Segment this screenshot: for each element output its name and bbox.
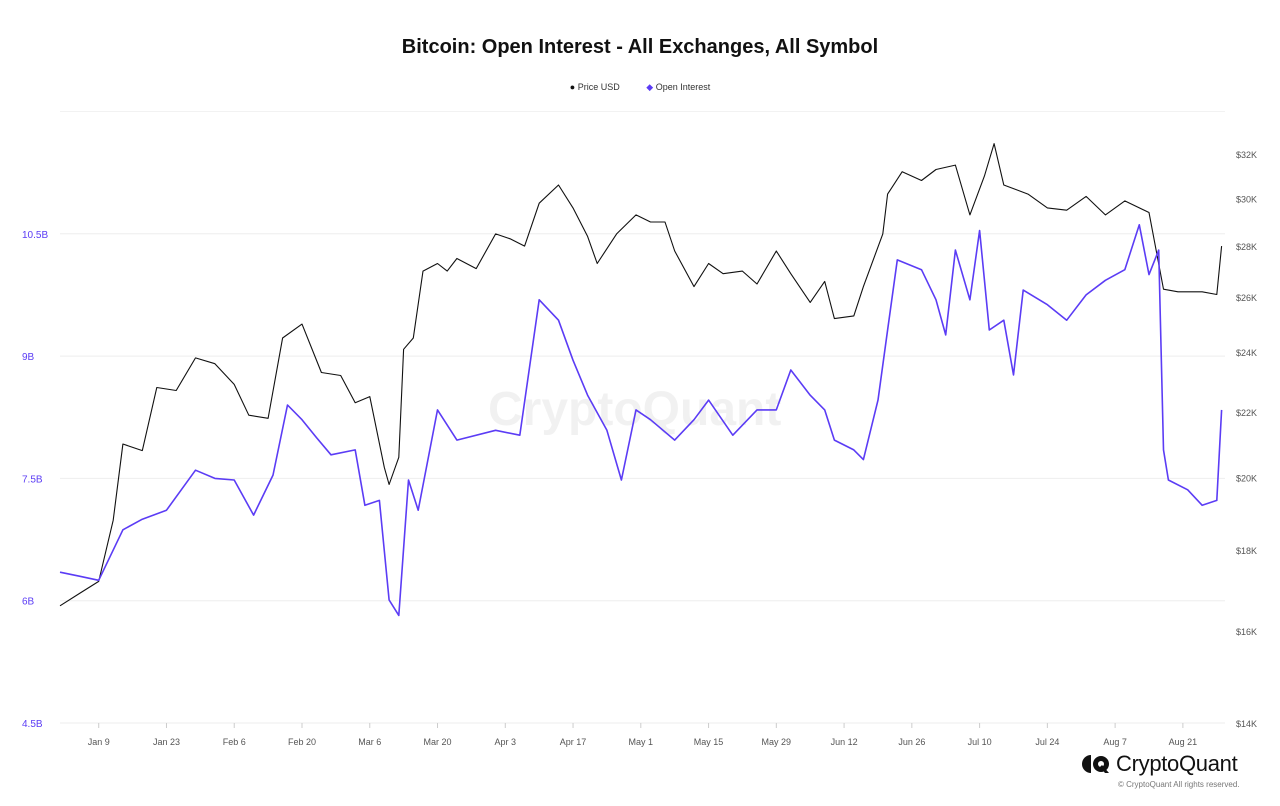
y-right-tick-label: $14K bbox=[1236, 719, 1257, 729]
x-tick-label: Jan 9 bbox=[88, 737, 110, 747]
chart-title: Bitcoin: Open Interest - All Exchanges, … bbox=[401, 36, 879, 58]
x-tick-label: May 29 bbox=[762, 737, 792, 747]
legend-diamond-icon: ◆ bbox=[646, 82, 654, 92]
y-right-tick-label: $20K bbox=[1236, 474, 1257, 484]
y-left-tick-label: 10.5B bbox=[22, 230, 48, 241]
y-right-tick-label: $24K bbox=[1236, 348, 1257, 358]
y-right-tick-label: $26K bbox=[1236, 293, 1257, 303]
x-tick-label: Jul 24 bbox=[1035, 737, 1059, 747]
x-tick-label: Aug 21 bbox=[1169, 737, 1198, 747]
x-tick-label: Mar 6 bbox=[358, 737, 381, 747]
x-tick-label: May 15 bbox=[694, 737, 724, 747]
y-right-tick-label: $28K bbox=[1236, 242, 1257, 252]
y-right-tick-label: $16K bbox=[1236, 627, 1257, 637]
logo: CryptoQuant bbox=[1082, 751, 1238, 777]
y-right-tick-label: $30K bbox=[1236, 195, 1257, 205]
x-tick-label: Mar 20 bbox=[424, 737, 452, 747]
x-tick-label: Aug 7 bbox=[1103, 737, 1127, 747]
y-left-tick-label: 4.5B bbox=[22, 719, 43, 730]
x-tick-label: Apr 3 bbox=[495, 737, 517, 747]
series-line-open-interest bbox=[59, 224, 1223, 617]
x-tick-label: May 1 bbox=[629, 737, 654, 747]
x-tick-label: Feb 6 bbox=[223, 737, 246, 747]
x-tick-label: Jul 10 bbox=[968, 737, 992, 747]
series-line-price-usd bbox=[59, 143, 1223, 607]
legend-label: Open Interest bbox=[655, 82, 711, 92]
legend-label: Price USD bbox=[577, 82, 620, 92]
cryptoquant-logo-icon bbox=[1082, 755, 1109, 773]
x-tick-label: Jun 26 bbox=[898, 737, 925, 747]
y-right-tick-label: $18K bbox=[1236, 546, 1257, 556]
logo-text: CryptoQuant bbox=[1116, 751, 1238, 776]
watermark: CryptoQuant bbox=[488, 383, 782, 436]
y-right-tick-label: $32K bbox=[1236, 150, 1257, 160]
legend-item-price[interactable]: ● Price USD bbox=[570, 82, 620, 92]
legend-item-open-interest[interactable]: ◆ Open Interest bbox=[646, 82, 710, 92]
x-tick-label: Jan 23 bbox=[153, 737, 180, 747]
copyright: © CryptoQuant All rights reserved. bbox=[1118, 780, 1240, 789]
x-tick-label: Jun 12 bbox=[831, 737, 858, 747]
y-left-tick-label: 9B bbox=[22, 352, 35, 363]
y-left-tick-label: 6B bbox=[22, 597, 35, 608]
legend-dot-icon: ● bbox=[569, 82, 576, 92]
legend: ● Price USD ◆ Open Interest bbox=[0, 82, 1280, 93]
y-left-tick-label: 7.5B bbox=[22, 474, 43, 485]
x-tick-label: Feb 20 bbox=[288, 737, 316, 747]
y-right-tick-label: $22K bbox=[1236, 408, 1257, 418]
x-tick-label: Apr 17 bbox=[560, 737, 587, 747]
